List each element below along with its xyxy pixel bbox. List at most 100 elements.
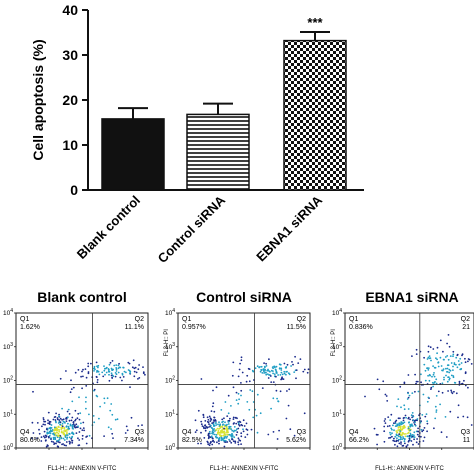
bar-category-label: EBNA1 siRNA bbox=[253, 192, 325, 264]
event-dot bbox=[55, 427, 58, 430]
event-dot bbox=[234, 442, 237, 444]
quadrant-percentage: 11.1% bbox=[125, 324, 144, 331]
event-dot bbox=[288, 388, 291, 391]
event-dot bbox=[447, 334, 450, 336]
event-dot bbox=[212, 423, 215, 426]
event-dot bbox=[129, 372, 131, 375]
event-dot bbox=[403, 433, 406, 435]
event-dot bbox=[114, 375, 117, 378]
event-dot bbox=[422, 393, 425, 396]
event-dot bbox=[409, 423, 412, 426]
event-dot bbox=[223, 433, 226, 435]
bar-y-axis-label: Cell apoptosis (%) bbox=[30, 39, 46, 160]
event-dot bbox=[442, 358, 445, 361]
event-dot bbox=[394, 420, 397, 423]
event-dot bbox=[435, 382, 438, 385]
event-dot bbox=[67, 428, 70, 430]
event-dot bbox=[302, 370, 305, 373]
event-dot bbox=[85, 385, 88, 387]
quadrant-name: Q4 bbox=[182, 429, 191, 436]
event-dot bbox=[432, 348, 435, 350]
event-dot bbox=[213, 425, 216, 427]
event-dot bbox=[270, 407, 272, 410]
event-dot bbox=[456, 366, 459, 369]
event-dot bbox=[218, 438, 220, 441]
quadrant-percentage: 82.5% bbox=[182, 437, 202, 444]
event-dot bbox=[411, 355, 413, 357]
event-dot bbox=[237, 392, 240, 395]
event-dot bbox=[240, 443, 243, 445]
event-dot bbox=[426, 358, 429, 360]
event-dot bbox=[117, 364, 120, 367]
event-dot bbox=[442, 368, 445, 370]
event-dot bbox=[272, 372, 274, 375]
event-dot bbox=[81, 429, 84, 431]
event-dot bbox=[121, 379, 123, 382]
event-dot bbox=[43, 420, 45, 423]
event-dot bbox=[108, 363, 111, 366]
event-dot bbox=[303, 412, 306, 415]
event-dot bbox=[255, 414, 258, 417]
event-dot bbox=[249, 389, 252, 391]
bar-y-tick-label: 40 bbox=[62, 2, 78, 18]
event-dot bbox=[426, 367, 428, 370]
event-dot bbox=[83, 429, 85, 432]
event-dot bbox=[443, 376, 445, 379]
event-dot bbox=[412, 419, 415, 421]
event-dot bbox=[85, 442, 88, 445]
event-dot bbox=[397, 434, 399, 437]
event-dot bbox=[231, 429, 234, 432]
event-dot bbox=[391, 428, 393, 431]
event-dot bbox=[234, 429, 237, 432]
event-dot bbox=[129, 370, 132, 373]
event-dot bbox=[459, 357, 462, 360]
event-dot bbox=[78, 431, 81, 433]
event-dot bbox=[209, 420, 212, 422]
event-dot bbox=[376, 443, 378, 446]
event-dot bbox=[256, 431, 259, 434]
event-dot bbox=[427, 345, 430, 348]
event-dot bbox=[55, 412, 57, 415]
event-dot bbox=[439, 356, 442, 359]
event-dot bbox=[400, 421, 402, 423]
event-dot bbox=[272, 431, 275, 433]
event-dot bbox=[49, 430, 52, 433]
event-dot bbox=[71, 436, 73, 439]
event-dot bbox=[214, 430, 216, 432]
event-dot bbox=[195, 429, 198, 432]
event-dot bbox=[53, 416, 56, 418]
event-dot bbox=[85, 407, 87, 410]
event-dot bbox=[137, 368, 140, 371]
event-dot bbox=[383, 430, 386, 433]
event-dot bbox=[208, 436, 210, 438]
event-dot bbox=[119, 376, 122, 379]
event-dot bbox=[418, 435, 420, 438]
log-y-tick-label: 102 bbox=[165, 376, 175, 385]
event-dot bbox=[41, 425, 43, 428]
event-dot bbox=[263, 368, 265, 370]
event-dot bbox=[455, 356, 458, 359]
bar-1 bbox=[101, 118, 165, 191]
event-dot bbox=[436, 346, 439, 349]
event-dot bbox=[88, 434, 91, 437]
event-dot bbox=[242, 428, 244, 431]
event-dot bbox=[397, 417, 400, 420]
event-dot bbox=[252, 370, 255, 373]
event-dot bbox=[226, 415, 229, 417]
flow-panel-title: Control siRNA bbox=[196, 289, 292, 305]
event-dot bbox=[435, 395, 438, 397]
event-dot bbox=[406, 435, 409, 438]
event-dot bbox=[66, 432, 68, 435]
event-dot bbox=[70, 379, 72, 382]
event-dot bbox=[297, 362, 300, 364]
event-dot bbox=[74, 424, 76, 427]
event-dot bbox=[426, 430, 428, 433]
event-dot bbox=[437, 390, 440, 393]
event-dot bbox=[237, 423, 240, 426]
event-dot bbox=[421, 430, 424, 433]
event-dot bbox=[63, 439, 66, 441]
event-dot bbox=[231, 374, 234, 377]
event-dot bbox=[208, 444, 211, 447]
event-dot bbox=[270, 381, 273, 383]
